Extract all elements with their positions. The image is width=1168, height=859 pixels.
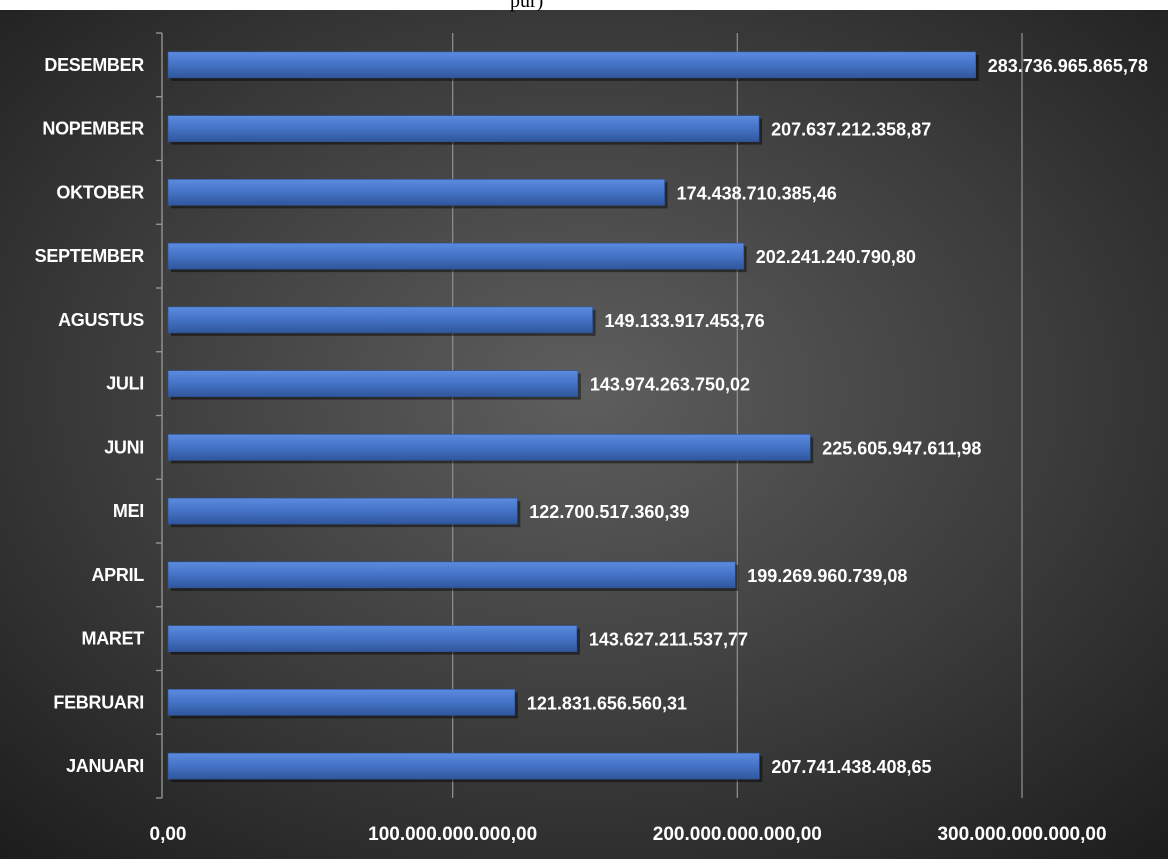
category-label: AGUSTUS xyxy=(58,310,144,330)
x-tick-label: 0,00 xyxy=(150,824,187,845)
labels: 0,00 100.000.000.000,00 200.000.000.000,00… xyxy=(35,55,1148,845)
data-label: 202.241.240.790,80 xyxy=(756,247,916,267)
gridlines xyxy=(452,33,1023,798)
bar xyxy=(167,497,518,525)
data-label: 174.438.710.385,46 xyxy=(677,183,837,203)
data-label: 199.269.960.739,08 xyxy=(747,566,907,586)
bar xyxy=(167,561,736,589)
category-label: MEI xyxy=(113,501,144,521)
bar xyxy=(167,370,579,397)
category-label: NOPEMBER xyxy=(42,119,144,139)
x-tick-label: 100.000.000.000,00 xyxy=(368,824,537,845)
bar xyxy=(167,115,760,142)
category-label: DESEMBER xyxy=(44,55,144,75)
bar xyxy=(167,306,593,334)
data-label: 121.831.656.560,31 xyxy=(527,693,687,713)
category-label: JULI xyxy=(106,374,144,394)
x-tick-label: 200.000.000.000,00 xyxy=(653,824,822,845)
bar xyxy=(167,752,760,780)
bars xyxy=(167,51,979,783)
bar xyxy=(167,689,516,716)
data-label: 207.637.212.358,87 xyxy=(771,120,931,140)
bar xyxy=(167,625,578,652)
bar xyxy=(167,179,665,206)
category-axis xyxy=(156,32,163,799)
header-fragment: pur) xyxy=(510,0,543,12)
data-label: 207.741.438.408,65 xyxy=(771,757,931,777)
category-label: SEPTEMBER xyxy=(35,246,145,266)
category-label: OKTOBER xyxy=(56,182,144,202)
bar xyxy=(167,434,811,461)
bar xyxy=(167,51,977,79)
category-label: APRIL xyxy=(91,565,144,585)
x-tick-label: 300.000.000.000,00 xyxy=(937,824,1106,845)
category-label: FEBRUARI xyxy=(53,692,144,712)
data-label: 225.605.947.611,98 xyxy=(822,438,981,458)
data-label: 143.974.263.750,02 xyxy=(590,375,750,395)
data-label: 122.700.517.360,39 xyxy=(529,502,689,522)
data-label: 143.627.211.537,77 xyxy=(589,630,748,650)
category-label: JANUARI xyxy=(66,756,144,776)
data-label: 283.736.965.865,78 xyxy=(988,56,1148,76)
category-label: MARET xyxy=(82,629,145,649)
bar xyxy=(167,242,745,270)
category-label: JUNI xyxy=(104,437,144,457)
data-label: 149.133.917.453,76 xyxy=(605,311,765,331)
